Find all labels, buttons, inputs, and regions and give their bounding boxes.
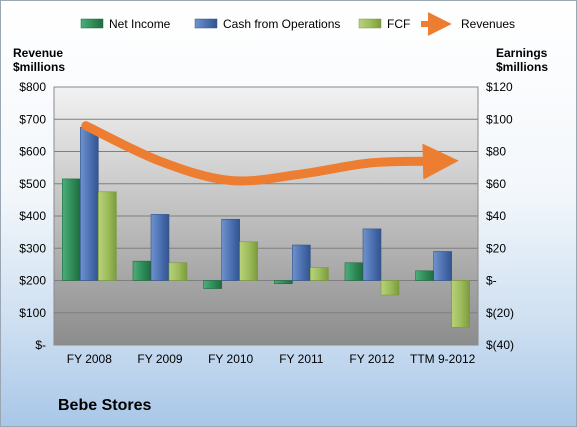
legend: Net Income Cash from Operations FCF Reve… [80,12,515,36]
right-axis-title-line1: Earnings [496,46,548,60]
net-income-bar [274,280,293,285]
legend-swatch-net-income [80,18,104,29]
gridlines [54,118,478,314]
category-label: FY 2008 [67,352,112,366]
cash-from-operations-bar [221,218,240,281]
left-tick-label: $- [35,338,46,352]
cash-from-operations-bar [80,127,99,281]
cash-from-operations-bar [362,228,382,281]
legend-label-revenues: Revenues [461,17,515,31]
cash-from-operations-bar [292,244,311,281]
category-label: FY 2010 [208,352,253,366]
left-tick-label: $600 [19,145,46,159]
right-tick-label: $60 [486,177,506,191]
category-label: TTM 9-2012 [410,352,476,366]
legend-label-net-income: Net Income [109,17,171,31]
legend-swatch-cash-from-operations [194,18,218,29]
right-tick-label: $100 [486,112,513,126]
right-tick-label: $(20) [486,306,514,320]
net-income-bar [415,270,434,281]
bars [62,127,470,328]
left-tick-label: $400 [19,209,46,223]
net-income-bar [344,262,364,281]
right-tick-label: $- [486,274,497,288]
left-axis-ticks: $- $100 $200 $300 $400 $500 $600 $700 $800 [19,80,46,352]
fcf-bar [451,280,470,328]
cash-from-operations-bar [150,214,170,281]
right-axis-title-line2: $millions [496,60,548,74]
revenues-line-path [81,121,459,186]
category-label: FY 2012 [349,352,394,366]
fcf-bar [98,191,117,281]
right-tick-label: $(40) [486,338,514,352]
right-axis-ticks: $(40) $(20) $- $20 $40 $60 $80 $100 $120 [486,80,514,352]
right-tick-label: $40 [486,209,506,223]
left-tick-label: $500 [19,177,46,191]
left-tick-label: $700 [19,112,46,126]
legend-label-fcf: FCF [387,17,410,31]
left-axis-title-line1: Revenue [13,46,63,60]
category-labels: FY 2008 FY 2009 FY 2010 FY 2011 FY 2012 TTM 9… [67,352,476,366]
left-axis-title-line2: $millions [13,60,65,74]
cash-from-operations-bar [433,251,452,281]
net-income-bar [203,280,222,289]
category-label: FY 2009 [137,352,182,366]
revenues-line [81,121,459,186]
fcf-bar [380,280,400,296]
right-tick-label: $120 [486,80,513,94]
legend-swatch-fcf [358,18,382,29]
company-name: Bebe Stores [58,397,152,414]
right-tick-label: $20 [486,241,506,255]
net-income-bar [62,178,81,281]
fcf-bar [310,267,329,281]
legend-label-cash-from-operations: Cash from Operations [223,17,340,31]
net-income-bar [132,260,152,281]
left-tick-label: $200 [19,274,46,288]
fcf-bar [168,262,188,281]
left-tick-label: $800 [19,80,46,94]
left-tick-label: $300 [19,241,46,255]
left-tick-label: $100 [19,306,46,320]
category-label: FY 2011 [279,352,324,366]
fcf-bar [239,241,258,281]
right-tick-label: $80 [486,145,506,159]
